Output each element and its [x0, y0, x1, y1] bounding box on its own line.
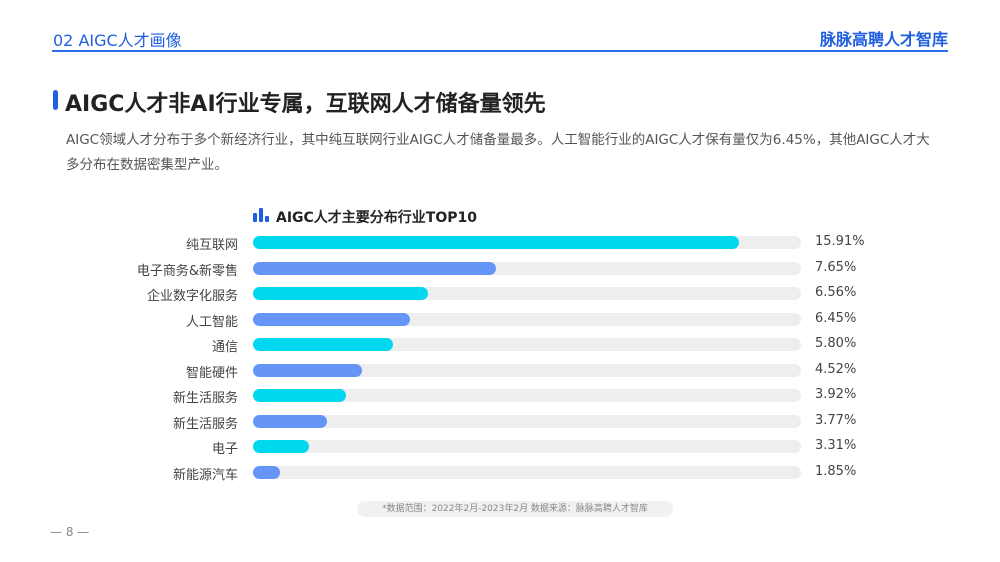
bar-chart-icon	[253, 208, 271, 222]
chart-row: 人工智能 6.45%	[0, 310, 1000, 330]
bar	[253, 236, 740, 249]
bar-track	[253, 440, 801, 453]
chart-row: 新生活服务 3.77%	[0, 412, 1000, 432]
bar	[253, 261, 497, 275]
title-accent	[53, 90, 58, 110]
bar	[253, 414, 327, 428]
chart-row: 新生活服务 3.92%	[0, 387, 1000, 406]
footnote: *数据范围：2022年2月-2023年2月 数据来源：脉脉高聘人才智库	[357, 501, 673, 517]
bar	[253, 338, 394, 351]
value-label: 6.56%	[815, 285, 857, 300]
bar-track	[253, 312, 801, 326]
value-label: 3.92%	[815, 387, 857, 402]
bar	[253, 389, 347, 402]
value-label: 3.77%	[815, 412, 857, 428]
category-label: 人工智能	[185, 314, 238, 330]
bar	[253, 440, 309, 453]
category-label: 纯互联网	[185, 238, 238, 253]
bar-track	[253, 465, 801, 479]
category-label: 通信	[211, 340, 238, 355]
bar	[253, 312, 411, 326]
bar-track	[253, 389, 801, 402]
bar-track	[253, 236, 801, 249]
page-number: — 8 —	[50, 525, 90, 539]
category-label: 新生活服务	[172, 391, 238, 406]
bar	[253, 363, 363, 377]
category-label: 电子商务&新零售	[136, 263, 238, 279]
description: AIGC领域人才分布于多个新经济行业，其中纯互联网行业AIGC人才储备量最多。人…	[66, 132, 930, 173]
category-label: 企业数字化服务	[146, 289, 238, 304]
header-divider	[52, 50, 948, 52]
chart-row: 新能源汽车 1.85%	[0, 463, 1000, 483]
value-label: 7.65%	[815, 259, 857, 275]
brand-label: 脉脉高聘人才智库	[819, 30, 948, 49]
category-label: 新生活服务	[172, 416, 238, 432]
bar-track	[253, 338, 801, 351]
page-title: AIGC人才非AI行业专属，互联网人才储备量领先	[65, 92, 546, 117]
chart-title: AIGC人才主要分布行业TOP10	[276, 210, 478, 226]
chart-row: 企业数字化服务 6.56%	[0, 285, 1000, 304]
category-label: 智能硬件	[185, 365, 238, 381]
value-label: 1.85%	[815, 463, 857, 479]
bar-track	[253, 287, 801, 300]
section-label: 02 AIGC人才画像	[53, 31, 182, 50]
value-label: 5.80%	[815, 336, 857, 351]
bar-track	[253, 363, 801, 377]
value-label: 4.52%	[815, 361, 857, 377]
chart-row: 电子商务&新零售 7.65%	[0, 259, 1000, 279]
chart-row: 纯互联网 15.91%	[0, 234, 1000, 253]
chart-row: 智能硬件 4.52%	[0, 361, 1000, 381]
bar-track	[253, 414, 801, 428]
value-label: 15.91%	[815, 234, 865, 249]
value-label: 6.45%	[815, 310, 857, 326]
category-label: 新能源汽车	[172, 467, 238, 483]
value-label: 3.31%	[815, 438, 857, 453]
chart-row: 通信 5.80%	[0, 336, 1000, 355]
bar	[253, 465, 280, 479]
bar	[253, 287, 429, 300]
chart-row: 电子 3.31%	[0, 438, 1000, 457]
bar-track	[253, 261, 801, 275]
category-label: 电子	[211, 442, 238, 457]
